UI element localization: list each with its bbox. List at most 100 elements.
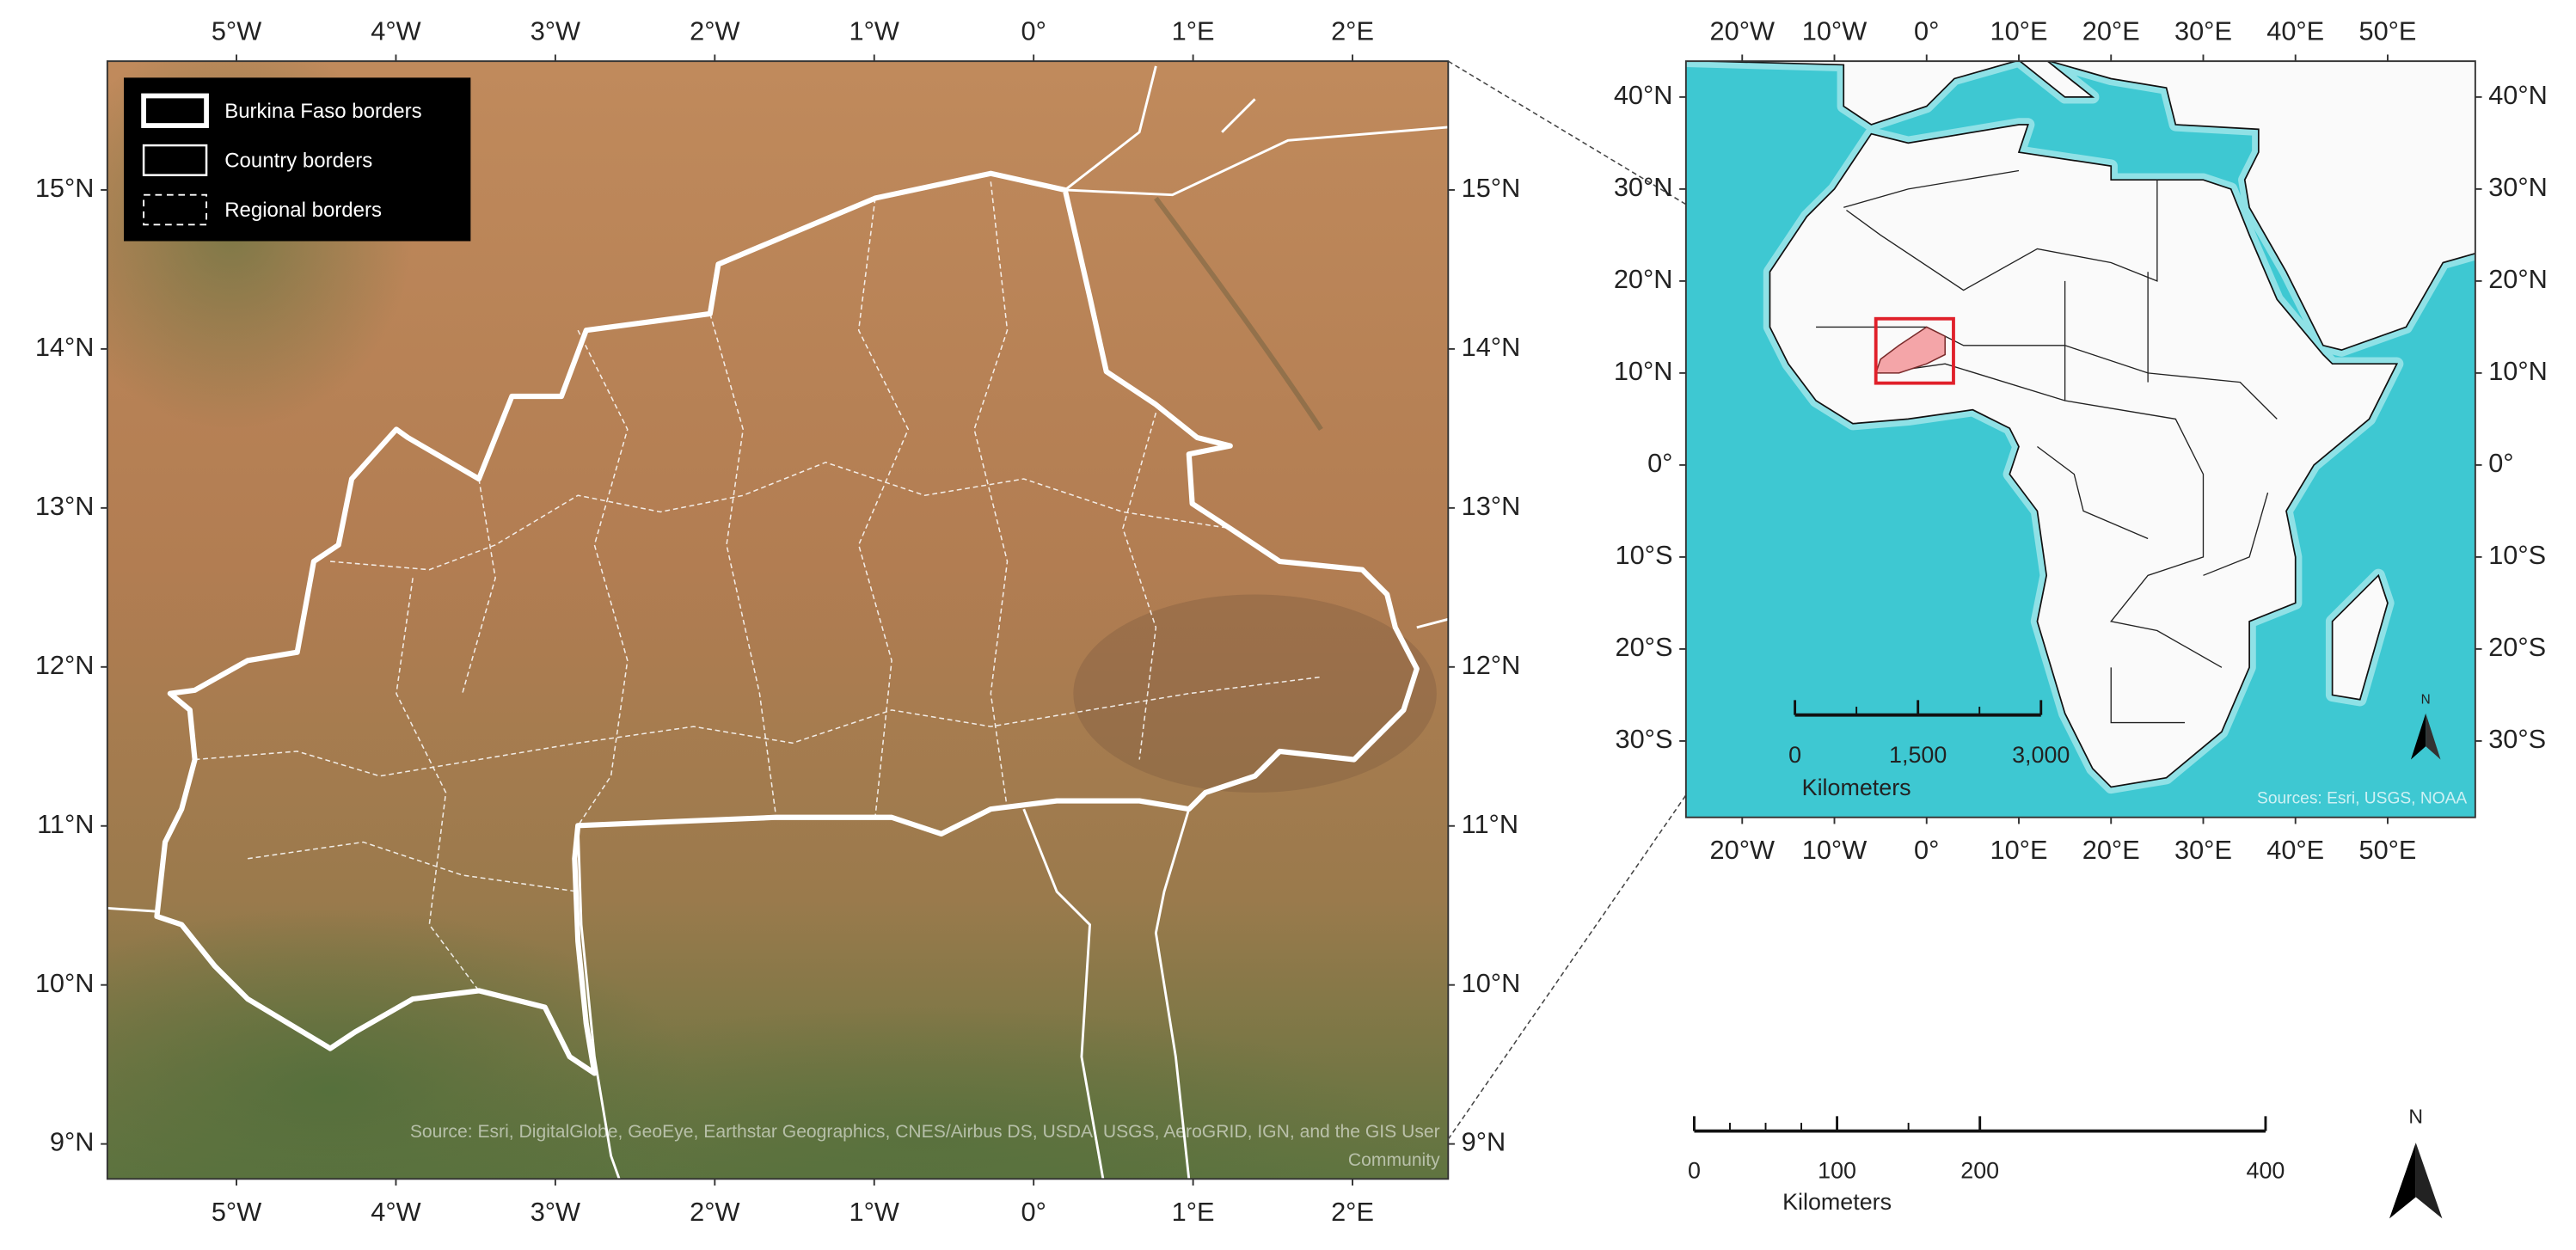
study-area-box bbox=[1874, 316, 1955, 385]
lat-label: 10°N bbox=[1462, 968, 1521, 998]
lon-label: 30°E bbox=[2174, 835, 2232, 865]
north-label: N bbox=[2408, 1105, 2423, 1127]
lon-label: 10°W bbox=[1802, 16, 1867, 46]
lat-label: 10°S bbox=[2488, 540, 2546, 570]
lon-label: 20°W bbox=[1710, 16, 1775, 46]
satellite-imagery bbox=[107, 61, 1449, 1180]
lon-label: 1°E bbox=[1172, 16, 1215, 46]
lon-label: 50°E bbox=[2358, 16, 2416, 46]
lon-label: 1°W bbox=[849, 1197, 899, 1227]
country-border bbox=[1843, 169, 2020, 208]
lon-label: 4°W bbox=[371, 1197, 420, 1227]
lon-label: 1°E bbox=[1172, 1197, 1215, 1227]
lon-label: 30°E bbox=[2174, 16, 2232, 46]
lat-label: 30°N bbox=[1614, 172, 1673, 202]
legend: Burkina Faso borders Country borders Reg… bbox=[124, 77, 471, 242]
scale-unit: Kilometers bbox=[1802, 775, 1911, 800]
north-label: N bbox=[2421, 692, 2431, 707]
lon-label: 10°E bbox=[1990, 16, 2048, 46]
scale-label: 3,000 bbox=[2012, 742, 2070, 768]
lat-label: 13°N bbox=[1462, 491, 1521, 521]
lat-label: 9°N bbox=[1462, 1127, 1506, 1157]
lat-label: 10°N bbox=[35, 968, 95, 998]
country-border bbox=[1880, 363, 2223, 668]
lat-label: 9°N bbox=[50, 1127, 95, 1157]
attribution: Community bbox=[1348, 1150, 1440, 1170]
inset-imagery: Sources: Esri, USGS, NOAA bbox=[1685, 61, 2475, 818]
main-map-frame bbox=[106, 60, 1450, 1180]
lon-label: 0° bbox=[1914, 835, 1939, 865]
lon-label: 4°W bbox=[371, 16, 420, 46]
lon-label: 20°E bbox=[2082, 835, 2140, 865]
lon-label: 0° bbox=[1021, 16, 1046, 46]
lon-label: 2°W bbox=[690, 16, 739, 46]
lat-label: 15°N bbox=[1462, 173, 1521, 203]
lon-label: 2°E bbox=[1331, 16, 1374, 46]
lat-label: 0° bbox=[1647, 448, 1672, 478]
lat-label: 13°N bbox=[35, 491, 95, 521]
legend-label: Regional borders bbox=[224, 199, 382, 222]
lat-label: 10°N bbox=[1614, 356, 1673, 386]
lat-label: 20°N bbox=[2488, 264, 2548, 294]
lat-label: 0° bbox=[2488, 448, 2513, 478]
lon-label: 1°W bbox=[849, 16, 899, 46]
lat-label: 30°S bbox=[1616, 724, 1673, 754]
lat-label: 40°N bbox=[1614, 80, 1673, 110]
lat-label: 30°S bbox=[2488, 724, 2546, 754]
scale-unit: Kilometers bbox=[1782, 1189, 1892, 1215]
landmass bbox=[1685, 61, 2475, 352]
lon-label: 5°W bbox=[212, 16, 261, 46]
lon-label: 40°E bbox=[2266, 835, 2324, 865]
country-border bbox=[2037, 445, 2149, 540]
burkina-faso-border bbox=[154, 170, 1420, 1076]
legend-box bbox=[124, 77, 471, 242]
legend-symbol bbox=[141, 93, 209, 128]
scale-label: 400 bbox=[2247, 1158, 2285, 1184]
lon-label: 3°W bbox=[531, 16, 580, 46]
lat-label: 12°N bbox=[1462, 650, 1521, 680]
lon-label: 20°W bbox=[1710, 835, 1775, 865]
legend-symbol bbox=[142, 144, 208, 176]
scale-label: 0 bbox=[1688, 1158, 1701, 1184]
regional-borders bbox=[194, 181, 1322, 991]
lon-label: 40°E bbox=[2266, 16, 2324, 46]
scale-label: 0 bbox=[1788, 742, 1801, 768]
lat-label: 40°N bbox=[2488, 80, 2548, 110]
lat-label: 20°N bbox=[1614, 264, 1673, 294]
legend-label: Country borders bbox=[224, 150, 372, 173]
scale-label: 1,500 bbox=[1889, 742, 1947, 768]
lon-label: 10°E bbox=[1990, 835, 2048, 865]
lat-label: 12°N bbox=[35, 650, 95, 680]
lon-label: 50°E bbox=[2358, 835, 2416, 865]
lat-label: 10°N bbox=[2488, 356, 2548, 386]
lon-label: 3°W bbox=[531, 1197, 580, 1227]
landmass bbox=[1769, 124, 2399, 788]
north-arrow: N bbox=[2389, 1105, 2443, 1219]
country-border bbox=[1846, 180, 2158, 291]
lon-label: 5°W bbox=[212, 1197, 261, 1227]
lon-label: 0° bbox=[1021, 1197, 1046, 1227]
lat-label: 11°N bbox=[37, 809, 94, 839]
lon-label: 0° bbox=[1914, 16, 1939, 46]
country-border bbox=[1816, 326, 2278, 420]
attribution: Sources: Esri, USGS, NOAA bbox=[2257, 790, 2467, 808]
lat-label: 14°N bbox=[35, 332, 95, 362]
country-border bbox=[2110, 667, 2186, 724]
lat-label: 20°S bbox=[1616, 632, 1673, 662]
scale-label: 100 bbox=[1818, 1158, 1856, 1184]
lat-label: 15°N bbox=[35, 173, 95, 203]
lon-label: 10°W bbox=[1802, 835, 1867, 865]
lon-label: 20°E bbox=[2082, 16, 2140, 46]
lon-label: 2°E bbox=[1331, 1197, 1374, 1227]
lat-label: 14°N bbox=[1462, 332, 1521, 362]
landmass bbox=[2331, 573, 2389, 701]
scale-label: 200 bbox=[1960, 1158, 1999, 1184]
lat-label: 30°N bbox=[2488, 172, 2548, 202]
lat-label: 20°S bbox=[2488, 632, 2546, 662]
lat-label: 10°S bbox=[1616, 540, 1673, 570]
attribution: Source: Esri, DigitalGlobe, GeoEye, Eart… bbox=[410, 1122, 1440, 1142]
burkina-faso bbox=[1874, 326, 1946, 374]
legend-label: Burkina Faso borders bbox=[224, 100, 421, 123]
lat-label: 11°N bbox=[1462, 809, 1518, 839]
